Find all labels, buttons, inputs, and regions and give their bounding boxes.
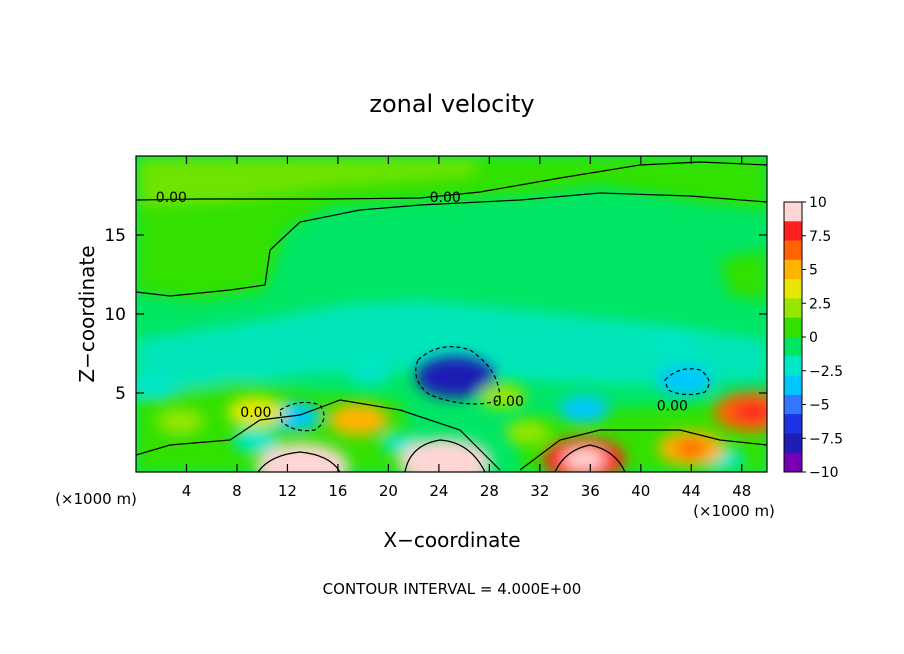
y-axis-label: Z−coordinate <box>75 245 99 382</box>
y-tick-label-1: 10 <box>104 305 126 325</box>
extrema-group <box>136 333 767 472</box>
contour-label-4: 0.00 <box>493 394 524 410</box>
contour-interval-note: CONTOUR INTERVAL = 4.000E+00 <box>323 580 582 598</box>
upper-green-region <box>136 156 767 300</box>
contour-label-1: 0.00 <box>430 190 461 206</box>
colorbar-swatch-6 <box>784 317 802 338</box>
velocity-max-core-13 <box>732 401 767 422</box>
x-tick-label-6: 28 <box>480 482 499 500</box>
x-tick-label-7: 32 <box>530 482 549 500</box>
colorbar-swatch-9 <box>784 375 802 396</box>
contour-max3 <box>554 444 626 472</box>
velocity-max-19 <box>505 420 550 445</box>
colorbar: 10 7.5 5 2.5 0 −2.5 −5 −7.5 −10 <box>783 195 843 481</box>
contour-dashed-min3 <box>279 401 325 432</box>
x-tick-label-5: 24 <box>429 482 448 500</box>
x-tick-label-9: 40 <box>631 482 650 500</box>
colorbar-swatch-2 <box>784 240 802 261</box>
x-tick-label-1: 8 <box>232 482 242 500</box>
x-tick-label-0: 4 <box>182 482 192 500</box>
y-tick-label-0: 5 <box>115 384 126 404</box>
contour-max1 <box>257 451 341 472</box>
y-axis-ticks: 5 10 15 <box>104 226 767 404</box>
colorbar-swatch-11 <box>784 414 802 434</box>
colorbar-label-3: 2.5 <box>809 296 831 312</box>
right-green-patch <box>720 250 767 300</box>
velocity-max-core-11 <box>422 450 469 472</box>
contour-zero-upper <box>136 161 767 201</box>
x-axis-label: X−coordinate <box>383 528 520 552</box>
contour-max2 <box>404 439 486 472</box>
velocity-max-core-12 <box>563 448 605 471</box>
velocity-min-4 <box>232 427 280 454</box>
colorbar-label-8: −10 <box>809 465 839 481</box>
x-tick-label-11: 48 <box>732 482 751 500</box>
contour-labels: 0.00 0.00 0.00 0.00 0.00 <box>156 190 688 421</box>
colorbar-swatch-8 <box>784 356 802 377</box>
velocity-max-core-14 <box>674 439 708 458</box>
colorbar-swatch-7 <box>784 337 802 357</box>
x-tick-label-3: 16 <box>328 482 347 500</box>
x-axis-ticks: 4 8 12 16 20 24 28 32 36 40 44 48 <box>182 156 751 500</box>
velocity-max-17 <box>156 408 204 435</box>
colorbar-label-4: 0 <box>809 330 818 346</box>
contour-dashed-min2 <box>664 368 710 396</box>
velocity-max-core-10 <box>279 455 326 472</box>
colorbar-swatch-5 <box>784 298 802 319</box>
colorbar-label-1: 7.5 <box>809 229 831 245</box>
mid-cyan-band <box>136 300 767 395</box>
colorbar-swatch-12 <box>784 433 802 454</box>
velocity-min-1 <box>656 365 714 396</box>
colorbar-swatch-13 <box>784 452 802 473</box>
velocity-min-6 <box>136 373 177 398</box>
contour-zero-left <box>136 192 767 297</box>
y-tick-label-2: 15 <box>104 226 126 246</box>
colorbar-swatch-4 <box>784 279 802 299</box>
contour-label-0: 0.00 <box>156 190 187 206</box>
upper-yellowgreen-patch <box>140 160 480 205</box>
x-tick-label-10: 44 <box>682 482 701 500</box>
contour-label-3: 0.00 <box>240 405 271 421</box>
velocity-min-5 <box>650 333 695 358</box>
contour-label-2: 0.00 <box>657 399 688 415</box>
colorbar-label-2: 5 <box>809 263 818 279</box>
colorbar-swatch-3 <box>784 259 802 280</box>
velocity-min-3 <box>558 395 610 423</box>
colorbar-label-7: −7.5 <box>809 431 843 447</box>
contour-lines <box>136 161 767 472</box>
x-unit-right: (×1000 m) <box>693 502 775 520</box>
velocity-max-16 <box>227 396 285 428</box>
colorbar-swatch-0 <box>784 202 802 222</box>
colorbar-label-0: 10 <box>809 195 827 211</box>
chart-title: zonal velocity <box>369 90 534 118</box>
colorbar-label-6: −5 <box>809 398 830 414</box>
velocity-min-7 <box>347 360 392 385</box>
velocity-max-15 <box>328 403 389 436</box>
colorbar-label-5: −2.5 <box>809 364 843 380</box>
colorbar-swatch-1 <box>784 221 802 242</box>
plot-area: 0.00 0.00 0.00 0.00 0.00 <box>136 156 767 472</box>
colorbar-swatch-10 <box>784 394 802 415</box>
x-tick-label-4: 20 <box>379 482 398 500</box>
x-tick-label-8: 36 <box>581 482 600 500</box>
x-tick-label-2: 12 <box>278 482 297 500</box>
contour-low <box>136 399 767 471</box>
x-unit-left: (×1000 m) <box>55 490 137 508</box>
velocity-min-core-0 <box>435 366 476 388</box>
